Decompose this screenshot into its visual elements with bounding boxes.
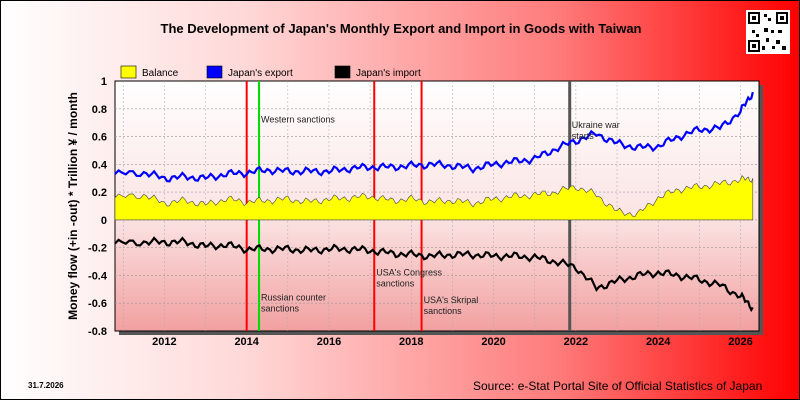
x-tick-label: 2020 (481, 336, 505, 348)
legend-label: Balance (142, 68, 179, 79)
y-tick-label: -0.4 (88, 270, 108, 282)
annotation-line: USA's Skripal (424, 295, 479, 305)
source-note: Source: e-Stat Portal Site of Official S… (473, 379, 763, 393)
y-tick-label: 0.8 (92, 104, 107, 116)
export-line (114, 91, 754, 183)
event-annotation: USA's Congress sanctions (376, 267, 442, 288)
x-tick-label: 2026 (728, 336, 752, 348)
y-tick-label: 0.4 (92, 159, 108, 171)
x-tick-label: 2016 (317, 336, 341, 348)
legend-swatch (334, 65, 351, 79)
legend-label: Japan's export (228, 68, 293, 79)
qr-code-image (746, 10, 790, 54)
chart-title: The Development of Japan's Monthly Expor… (160, 21, 642, 36)
annotation-line: starts (572, 131, 595, 141)
x-tick-label: 2022 (564, 336, 588, 348)
y-axis-label: Money flow (+in -out) * Trillion ¥ / mon… (66, 92, 80, 320)
x-tick-label: 2024 (646, 336, 671, 348)
event-annotation: Western sanctions (261, 115, 335, 125)
x-tick-label: 2014 (234, 336, 259, 348)
annotation-line: Western sanctions (261, 115, 335, 125)
y-tick-label: 0.6 (92, 132, 107, 144)
y-tick-label: -0.6 (88, 298, 107, 310)
balance-area (114, 175, 754, 221)
date-stamp: 31.7.2026 (28, 381, 64, 390)
legend-label: Japan's import (356, 68, 421, 79)
y-tick-label: -0.2 (88, 243, 107, 255)
y-tick-label: 1 (101, 76, 107, 88)
event-annotation: USA's Skripal sanctions (424, 295, 479, 316)
import-line (114, 236, 754, 313)
y-tick-label: -0.8 (88, 326, 107, 338)
event-annotation: Russian counter sanctions (261, 292, 326, 313)
annotation-line: sanctions (261, 303, 300, 313)
annotation-line: sanctions (424, 306, 463, 316)
y-tick-label: 0.2 (92, 187, 107, 199)
legend-swatch (206, 65, 223, 79)
annotation-line: USA's Congress (376, 267, 442, 277)
x-tick-label: 2012 (152, 336, 176, 348)
legend-swatch (120, 65, 137, 79)
event-annotation: Ukraine war starts (572, 120, 620, 141)
annotation-line: sanctions (376, 278, 415, 288)
y-tick-label: 0 (101, 215, 107, 227)
annotation-line: Ukraine war (572, 120, 620, 130)
x-tick-label: 2018 (399, 336, 423, 348)
annotation-line: Russian counter (261, 292, 326, 302)
